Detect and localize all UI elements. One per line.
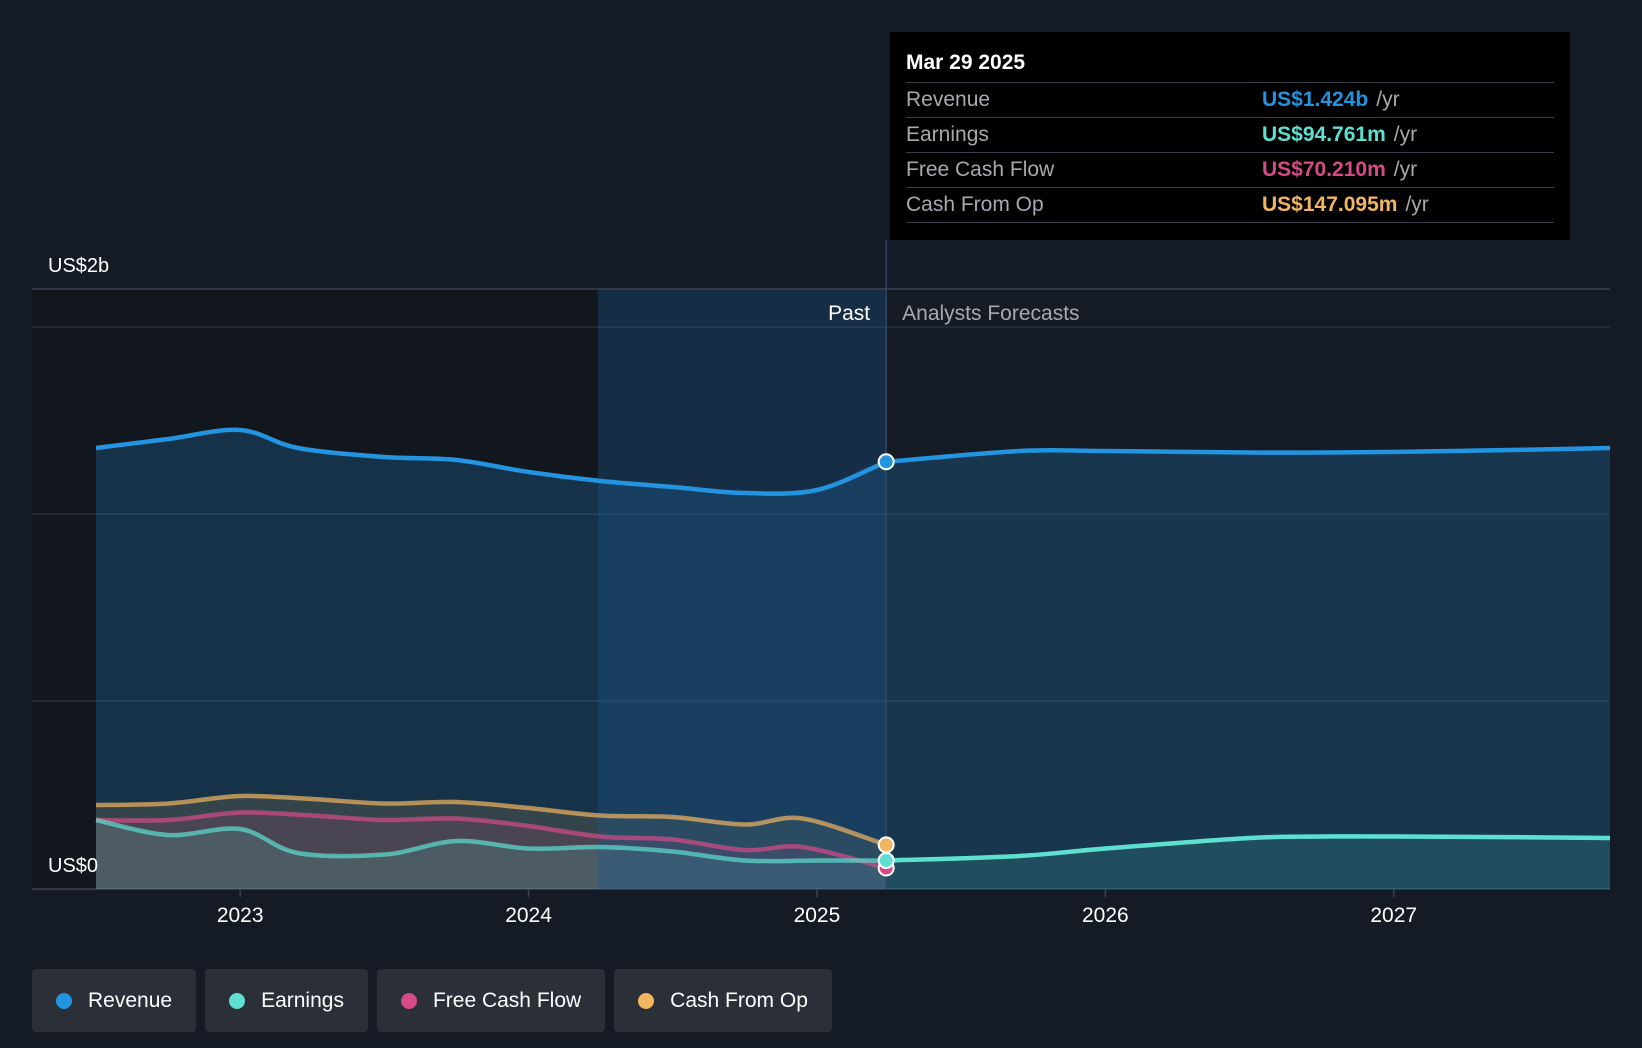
tooltip-label: Earnings [906, 123, 989, 146]
forecast-label: Analysts Forecasts [902, 302, 1079, 325]
legend-label: Earnings [261, 988, 344, 1012]
legend-item-free-cash-flow[interactable]: Free Cash Flow [376, 969, 606, 1032]
line-earnings-forecast [886, 834, 1611, 863]
free-cash-flow-dot-icon [400, 992, 417, 1009]
legend-item-earnings[interactable]: Earnings [205, 969, 368, 1032]
x-tick-label: 2024 [505, 904, 552, 927]
line-revenue-past [95, 427, 888, 496]
tooltip-unit: /yr [1376, 88, 1400, 111]
tooltip-row-revenue: Revenue US$1.424b /yr [906, 82, 1554, 117]
tooltip-unit: /yr [1393, 158, 1418, 181]
y-axis-top-label: US$2b [48, 255, 109, 277]
marker-earnings [877, 852, 895, 869]
tooltip-row-free-cash-flow: Free Cash Flow US$70.210m /yr [906, 152, 1554, 187]
x-tick-label: 2026 [1082, 904, 1129, 927]
tooltip-unit: /yr [1393, 123, 1418, 146]
tooltip-label: Free Cash Flow [906, 158, 1055, 181]
tooltip: Mar 29 2025 Revenue US$1.424b /yr Earnin… [890, 32, 1570, 240]
legend-label: Cash From Op [670, 988, 808, 1012]
area-revenue [96, 429, 1610, 889]
tooltip-value: US$70.210m [1262, 158, 1386, 181]
tooltip-value: US$147.095m [1262, 193, 1398, 216]
chart: US$2b US$0 Past Analysts Forecasts 2023 2… [32, 240, 1611, 927]
revenue-dot-icon [56, 992, 72, 1009]
area-free_cash_flow [96, 812, 887, 889]
y-axis-bottom-label: US$0 [48, 855, 98, 877]
line-free_cash_flow-past [95, 810, 887, 871]
line-revenue-forecast [886, 445, 1611, 465]
cash-from-op-dot-icon [638, 992, 655, 1009]
tooltip-value: US$94.761m [1262, 123, 1386, 146]
marker-cash_from_op [877, 836, 895, 854]
legend-item-cash-from-op[interactable]: Cash From Op [614, 969, 832, 1032]
legend: Revenue Earnings Free Cash Flow Cash Fro… [32, 969, 832, 1032]
line-cash_from_op-past [95, 793, 887, 848]
area-earnings [96, 820, 1610, 889]
tooltip-date: Mar 29 2025 [906, 51, 1026, 74]
earnings-dot-icon [229, 992, 246, 1009]
tooltip-row-earnings: Earnings US$94.761m /yr [906, 117, 1554, 152]
tooltip-value: US$1.424b [1262, 88, 1369, 111]
legend-label: Free Cash Flow [432, 988, 582, 1012]
line-earnings-past [95, 817, 887, 864]
x-tick-label: 2025 [794, 904, 841, 927]
tooltip-label: Cash From Op [906, 193, 1044, 216]
legend-label: Revenue [88, 988, 173, 1012]
x-tick-label: 2023 [217, 904, 264, 927]
past-shade [32, 289, 887, 889]
legend-item-revenue[interactable]: Revenue [32, 969, 197, 1032]
marker-revenue [877, 453, 895, 471]
x-tick-label: 2027 [1370, 904, 1417, 927]
highlight-band [597, 289, 887, 889]
tooltip-row-cash-from-op: Cash From Op US$147.095m /yr [906, 187, 1554, 223]
tooltip-label: Revenue [906, 88, 991, 111]
tooltip-unit: /yr [1405, 193, 1429, 216]
past-label: Past [828, 302, 870, 325]
